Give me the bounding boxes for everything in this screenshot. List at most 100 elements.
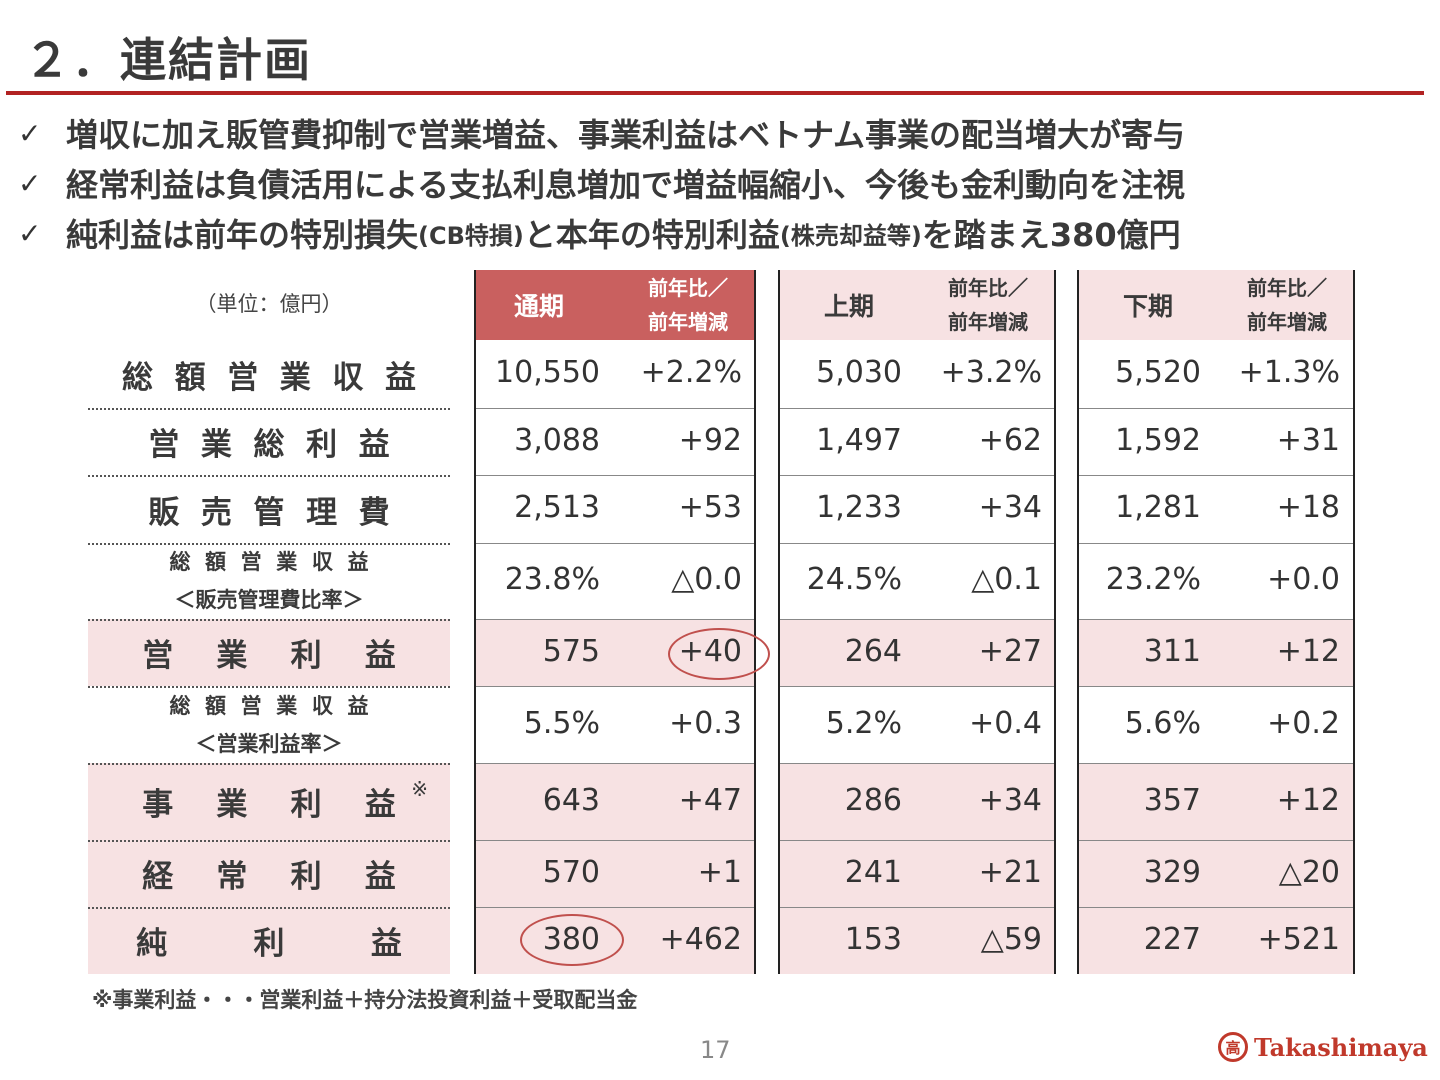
row-label: 総 額 営 業 収 益 ＜営業利益率＞ bbox=[88, 686, 450, 763]
row-divider bbox=[1077, 475, 1353, 476]
value-cell: 570 bbox=[542, 854, 600, 890]
column-border bbox=[754, 270, 756, 974]
bullet-list: ✓ 増収に加え販管費抑制で営業増益、事業利益はベトナム事業の配当増大が寄与 ✓ … bbox=[18, 108, 1428, 258]
bullet-item: ✓ 経常利益は負債活用による支払利息増加で増益幅縮小、今後も金利動向を注視 bbox=[18, 158, 1428, 208]
bullet-text: 経常利益は負債活用による支払利息増加で増益幅縮小、今後も金利動向を注視 bbox=[66, 166, 1186, 204]
change-cell: +27 bbox=[978, 633, 1042, 669]
row-label: 営 業 総 利 益 bbox=[88, 408, 450, 475]
row-label: 営 業 利 益 bbox=[88, 619, 450, 686]
change-cell: +31 bbox=[1276, 422, 1340, 458]
value-cell: 23.2% bbox=[1105, 562, 1201, 597]
unit-label: （単位：億円） bbox=[195, 292, 343, 316]
page-title: ２．連結計画 bbox=[24, 33, 312, 87]
row-label-text: 販 売 管 理 費 bbox=[148, 494, 390, 531]
label-band bbox=[88, 907, 450, 974]
value-cell: 227 bbox=[1143, 921, 1201, 957]
value-cell: 5,030 bbox=[816, 355, 902, 390]
cell-band bbox=[778, 619, 1054, 686]
row-label-text: 純 利 益 bbox=[136, 926, 402, 962]
value-cell: 643 bbox=[542, 782, 600, 818]
row-divider bbox=[474, 840, 754, 841]
change-cell: △59 bbox=[980, 921, 1042, 957]
column-border bbox=[1077, 270, 1079, 974]
row-divider bbox=[1077, 543, 1353, 544]
row-divider bbox=[88, 543, 450, 545]
bullet-paren: (CB特損) bbox=[418, 221, 524, 250]
row-label-line: 総 額 営 業 収 益 bbox=[169, 693, 369, 718]
row-divider bbox=[474, 686, 754, 687]
highlight-circle bbox=[668, 628, 770, 680]
footnote-mark: ※ bbox=[411, 777, 428, 801]
change-cell: +12 bbox=[1276, 633, 1340, 669]
cell-band bbox=[474, 763, 754, 840]
cell-band bbox=[1077, 840, 1353, 907]
row-divider bbox=[88, 840, 450, 842]
value-cell: 5.6% bbox=[1124, 705, 1201, 741]
row-divider bbox=[1077, 408, 1353, 409]
change-cell: +1.3% bbox=[1238, 355, 1340, 390]
change-cell: +34 bbox=[978, 782, 1042, 818]
row-divider bbox=[1077, 686, 1353, 687]
header-band bbox=[1077, 270, 1353, 340]
title-rule bbox=[6, 91, 1424, 95]
change-cell: +92 bbox=[678, 422, 742, 458]
value-cell: 5.2% bbox=[825, 705, 902, 741]
row-divider bbox=[474, 475, 754, 476]
row-divider bbox=[778, 619, 1054, 620]
row-label-line: 総 額 営 業 収 益 bbox=[169, 550, 369, 574]
period-header: 下期 bbox=[1123, 270, 1173, 340]
value-cell: 329 bbox=[1143, 854, 1201, 890]
row-divider bbox=[88, 408, 450, 410]
bullet-item: ✓ 増収に加え販管費抑制で営業増益、事業利益はベトナム事業の配当増大が寄与 bbox=[18, 108, 1428, 158]
column-border bbox=[1054, 270, 1056, 974]
row-divider bbox=[474, 408, 754, 409]
logo-text: Takashimaya bbox=[1254, 1032, 1428, 1062]
column-border bbox=[474, 270, 476, 974]
row-divider bbox=[778, 907, 1054, 908]
highlight-circle bbox=[520, 914, 624, 966]
column-border bbox=[778, 270, 780, 974]
change-header: 前年比／ 前年増減 bbox=[1227, 271, 1347, 339]
change-cell: +2.2% bbox=[640, 355, 742, 390]
change-header-line: 前年比／ bbox=[948, 276, 1028, 300]
cell-band bbox=[1077, 763, 1353, 840]
row-divider bbox=[1077, 907, 1353, 908]
period-label: 下期 bbox=[1123, 292, 1174, 321]
change-cell: +462 bbox=[659, 921, 742, 957]
change-cell: +0.0 bbox=[1267, 562, 1340, 597]
change-cell: +18 bbox=[1276, 490, 1340, 525]
footnote: ※事業利益・・・営業利益＋持分法投資利益＋受取配当金 bbox=[92, 988, 638, 1012]
value-cell: 5,520 bbox=[1115, 355, 1201, 390]
row-divider bbox=[474, 907, 754, 908]
value-cell: 2,513 bbox=[514, 490, 600, 525]
row-label: 総 額 営 業 収 益 bbox=[88, 340, 450, 408]
change-cell: +0.4 bbox=[969, 705, 1042, 741]
value-cell: 1,233 bbox=[816, 490, 902, 525]
logo-emblem: 高 bbox=[1218, 1032, 1248, 1062]
value-cell: 23.8% bbox=[504, 562, 600, 597]
row-label-text: 経 常 利 益 bbox=[142, 859, 396, 895]
value-cell: 1,497 bbox=[816, 422, 902, 458]
label-band bbox=[88, 763, 450, 840]
page-number: 17 bbox=[700, 1036, 731, 1064]
row-label-line: ＜営業利益率＞ bbox=[195, 731, 343, 756]
row-divider bbox=[1077, 840, 1353, 841]
change-header-line: 前年増減 bbox=[1247, 310, 1327, 334]
checkmark-icon: ✓ bbox=[18, 216, 42, 250]
row-divider bbox=[474, 619, 754, 620]
row-label: 総 額 営 業 収 益 ＜販売管理費比率＞ bbox=[88, 543, 450, 619]
change-cell: △0.1 bbox=[971, 562, 1042, 597]
cell-band bbox=[778, 840, 1054, 907]
cell-band bbox=[474, 840, 754, 907]
row-divider bbox=[474, 763, 754, 764]
cell-band bbox=[1077, 619, 1353, 686]
company-logo: 高 Takashimaya bbox=[1218, 1032, 1428, 1062]
change-header-line: 前年比／ bbox=[1247, 276, 1327, 300]
checkmark-icon: ✓ bbox=[18, 166, 42, 200]
label-band bbox=[88, 619, 450, 686]
change-cell: +62 bbox=[978, 422, 1042, 458]
value-cell: 311 bbox=[1143, 633, 1201, 669]
checkmark-icon: ✓ bbox=[18, 116, 42, 150]
period-header: 通期 bbox=[514, 270, 564, 340]
bullet-text: を踏まえ380億円 bbox=[921, 216, 1181, 254]
